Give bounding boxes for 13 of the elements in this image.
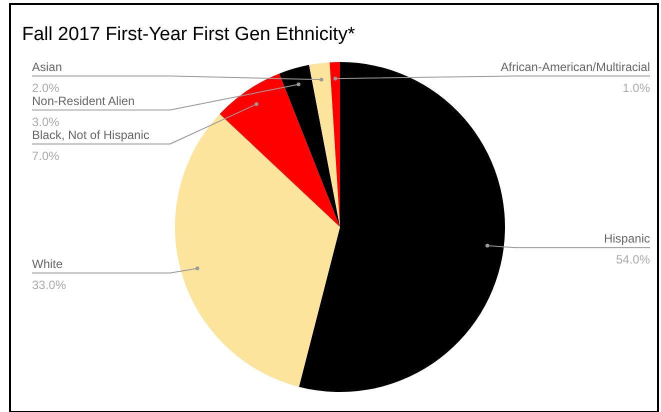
slice-label: White [32,257,63,272]
chart-title: Fall 2017 First-Year First Gen Ethnicity* [22,24,356,45]
data-label: 7.0% [32,149,60,163]
slice-label: Asian [32,60,62,74]
data-label: 54.0% [616,252,650,267]
slice-label: Hispanic [604,232,650,246]
slice-label: Black, Not of Hispanic [32,128,150,142]
data-label: 1.0% [622,81,650,95]
slice-label: African-American/Multiracial [500,60,650,74]
data-label: 2.0% [32,81,60,95]
data-label: 3.0% [32,115,60,129]
data-label: 33.0% [32,278,66,292]
slice-label: Non-Resident Alien [32,94,135,108]
